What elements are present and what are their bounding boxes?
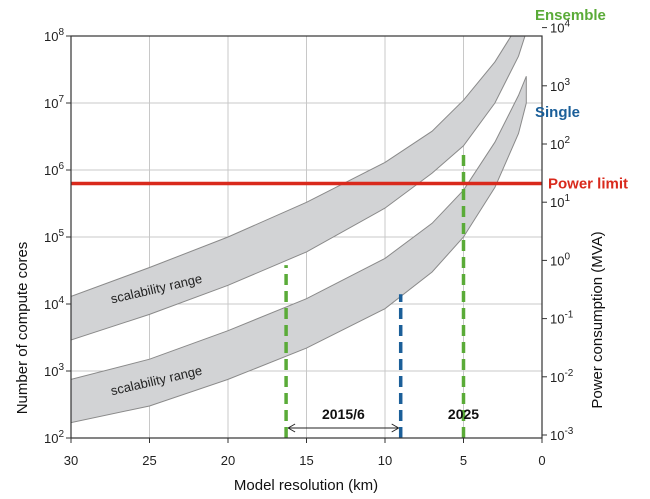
x-axis-ticks: 30 25 20 15 10 5 0 [64, 438, 546, 468]
y2-tick-label-0: 10-3 [550, 426, 574, 443]
y-tick-label-4-base: 10 [44, 163, 58, 178]
y-tick-label-5-base: 10 [44, 96, 58, 111]
power-limit-label-0: Power limit [548, 175, 628, 192]
y2-tick-label-2: 10-1 [550, 310, 574, 327]
x-tick-label-2: 20 [221, 453, 235, 468]
scalability-bands [71, 36, 527, 424]
y2-tick-label-1: 10-2 [550, 368, 574, 385]
y2-tick-label-2-exponent: -1 [564, 310, 573, 321]
x-tick-label-3: 15 [299, 453, 313, 468]
y-tick-label-2: 104 [44, 295, 64, 312]
period-label-2015: 2015/6 [322, 406, 365, 422]
y-tick-label-5-exponent: 7 [58, 94, 64, 105]
y2-tick-label-3: 100 [550, 251, 570, 268]
y-tick-label-4-exponent: 6 [58, 161, 64, 172]
callout-ensemble: Ensemble [535, 7, 606, 24]
y2-tick-label-6-exponent: 3 [564, 77, 570, 88]
y2-tick-label-4: 101 [550, 193, 570, 210]
y-tick-label-0: 102 [44, 429, 64, 446]
y2-tick-label-3-base: 10 [550, 253, 564, 268]
y-tick-label-0-exponent: 2 [58, 429, 64, 440]
y-tick-label-3-exponent: 5 [58, 228, 64, 239]
period-arrow-left-head [287, 423, 296, 433]
callout-single: Single [535, 104, 580, 121]
y-tick-label-3: 105 [44, 228, 64, 245]
x-axis-title: Model resolution (km) [234, 477, 378, 494]
y2-tick-label-1-base: 10 [550, 370, 564, 385]
y-tick-label-5: 107 [44, 94, 64, 111]
y-tick-label-6-exponent: 8 [58, 27, 64, 38]
y-tick-label-0-base: 10 [44, 431, 58, 446]
y2-tick-label-4-base: 10 [550, 195, 564, 210]
x-tick-label-0: 30 [64, 453, 78, 468]
y-axis-title: Number of compute cores [14, 242, 31, 415]
period-label-2025: 2025 [448, 406, 479, 422]
y2-tick-label-5-exponent: 2 [564, 135, 570, 146]
period-annotations: 2015/6 2025 [287, 406, 479, 433]
y2-tick-label-0-exponent: -3 [564, 426, 573, 437]
y-tick-label-2-exponent: 4 [58, 295, 64, 306]
y2-tick-label-4-exponent: 1 [564, 193, 570, 204]
y2-tick-label-0-base: 10 [550, 428, 564, 443]
y2-tick-label-3-exponent: 0 [564, 251, 570, 262]
y-tick-label-6: 108 [44, 27, 64, 44]
y2-tick-label-5-base: 10 [550, 137, 564, 152]
x-tick-label-4: 10 [378, 453, 392, 468]
scalability-band-1 [71, 76, 527, 424]
y2-tick-label-5: 102 [550, 135, 570, 152]
x-tick-label-1: 25 [142, 453, 156, 468]
y-tick-label-1: 103 [44, 362, 64, 379]
y2-tick-label-7-exponent: 4 [564, 19, 570, 30]
resolution-markers [284, 149, 466, 438]
period-arrow-right-head [391, 423, 399, 433]
limit-lines: Power limit [71, 175, 628, 192]
x-tick-label-6: 0 [538, 453, 545, 468]
y-tick-label-3-base: 10 [44, 230, 58, 245]
y-tick-label-4: 106 [44, 161, 64, 178]
y2-tick-label-7-base: 10 [550, 21, 564, 36]
scalability-band-0 [71, 36, 526, 341]
y-tick-label-2-base: 10 [44, 297, 58, 312]
y-tick-label-1-exponent: 3 [58, 362, 64, 373]
y2-tick-label-1-exponent: -2 [564, 368, 573, 379]
y2-tick-label-6-base: 10 [550, 79, 564, 94]
y-tick-label-6-base: 10 [44, 29, 58, 44]
y2-axis-title: Power consumption (MVA) [589, 231, 606, 408]
callouts: Ensemble Single [535, 7, 606, 121]
y2-tick-label-6: 103 [550, 77, 570, 94]
x-tick-label-5: 5 [460, 453, 467, 468]
y2-tick-label-7: 104 [550, 19, 570, 36]
y2-tick-label-2-base: 10 [550, 312, 564, 327]
y-tick-label-1-base: 10 [44, 364, 58, 379]
